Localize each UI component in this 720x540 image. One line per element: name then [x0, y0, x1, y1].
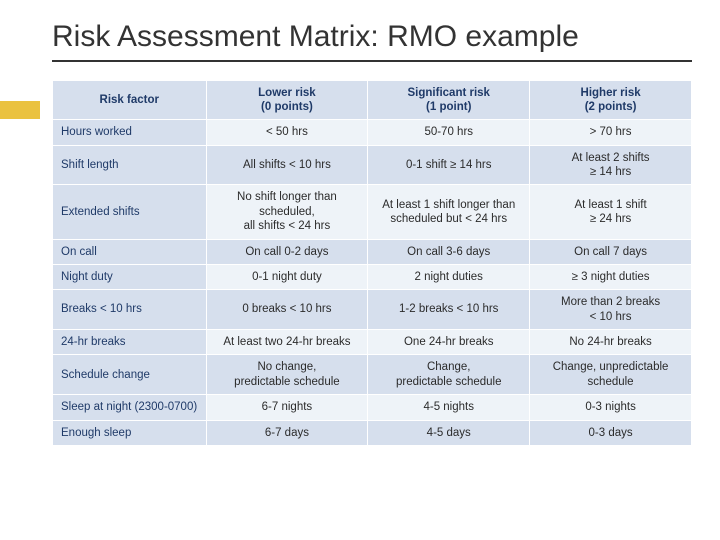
value-cell: At least 1 shift longer than scheduled b…: [368, 185, 530, 239]
value-cell: 6-7 days: [206, 420, 368, 445]
factor-cell: Sleep at night (2300-0700): [53, 395, 207, 420]
value-cell: > 70 hrs: [530, 120, 692, 145]
value-cell: 2 night duties: [368, 264, 530, 289]
value-cell: On call 3-6 days: [368, 239, 530, 264]
value-cell: At least 1 shift≥ 24 hrs: [530, 185, 692, 239]
factor-cell: Schedule change: [53, 355, 207, 395]
value-cell: 6-7 nights: [206, 395, 368, 420]
value-cell: One 24-hr breaks: [368, 330, 530, 355]
table-body: Hours worked< 50 hrs50-70 hrs> 70 hrsShi…: [53, 120, 692, 446]
value-cell: No change,predictable schedule: [206, 355, 368, 395]
value-cell: At least 2 shifts≥ 14 hrs: [530, 145, 692, 185]
factor-cell: Breaks < 10 hrs: [53, 290, 207, 330]
title-underline: [52, 60, 692, 62]
accent-bar: [0, 101, 40, 119]
value-cell: 0-3 nights: [530, 395, 692, 420]
value-cell: 1-2 breaks < 10 hrs: [368, 290, 530, 330]
table-header-row: Risk factor Lower risk(0 points) Signifi…: [53, 80, 692, 120]
table-row: Extended shiftsNo shift longer than sche…: [53, 185, 692, 239]
col-lower-risk: Lower risk(0 points): [206, 80, 368, 120]
value-cell: 4-5 days: [368, 420, 530, 445]
value-cell: On call 7 days: [530, 239, 692, 264]
value-cell: ≥ 3 night duties: [530, 264, 692, 289]
value-cell: 0 breaks < 10 hrs: [206, 290, 368, 330]
value-cell: No shift longer than scheduled,all shift…: [206, 185, 368, 239]
table-row: Enough sleep6-7 days4-5 days0-3 days: [53, 420, 692, 445]
factor-cell: 24-hr breaks: [53, 330, 207, 355]
slide-title: Risk Assessment Matrix: RMO example: [52, 18, 692, 56]
table-row: Sleep at night (2300-0700)6-7 nights4-5 …: [53, 395, 692, 420]
value-cell: 0-3 days: [530, 420, 692, 445]
table-row: Night duty0-1 night duty2 night duties≥ …: [53, 264, 692, 289]
risk-matrix-table: Risk factor Lower risk(0 points) Signifi…: [52, 80, 692, 446]
value-cell: At least two 24-hr breaks: [206, 330, 368, 355]
col-risk-factor: Risk factor: [53, 80, 207, 120]
value-cell: 0-1 night duty: [206, 264, 368, 289]
value-cell: 0-1 shift ≥ 14 hrs: [368, 145, 530, 185]
table-row: Schedule changeNo change,predictable sch…: [53, 355, 692, 395]
col-significant-risk: Significant risk(1 point): [368, 80, 530, 120]
value-cell: All shifts < 10 hrs: [206, 145, 368, 185]
value-cell: Change,predictable schedule: [368, 355, 530, 395]
factor-cell: Extended shifts: [53, 185, 207, 239]
value-cell: No 24-hr breaks: [530, 330, 692, 355]
value-cell: Change, unpredictable schedule: [530, 355, 692, 395]
table-row: Breaks < 10 hrs0 breaks < 10 hrs1-2 brea…: [53, 290, 692, 330]
table-row: On callOn call 0-2 daysOn call 3-6 daysO…: [53, 239, 692, 264]
col-higher-risk: Higher risk(2 points): [530, 80, 692, 120]
value-cell: More than 2 breaks< 10 hrs: [530, 290, 692, 330]
factor-cell: Enough sleep: [53, 420, 207, 445]
slide-container: Risk Assessment Matrix: RMO example Risk…: [0, 0, 720, 540]
table-row: Hours worked< 50 hrs50-70 hrs> 70 hrs: [53, 120, 692, 145]
factor-cell: Hours worked: [53, 120, 207, 145]
value-cell: < 50 hrs: [206, 120, 368, 145]
value-cell: 4-5 nights: [368, 395, 530, 420]
table-row: Shift lengthAll shifts < 10 hrs0-1 shift…: [53, 145, 692, 185]
table-row: 24-hr breaksAt least two 24-hr breaksOne…: [53, 330, 692, 355]
factor-cell: On call: [53, 239, 207, 264]
factor-cell: Shift length: [53, 145, 207, 185]
factor-cell: Night duty: [53, 264, 207, 289]
value-cell: On call 0-2 days: [206, 239, 368, 264]
value-cell: 50-70 hrs: [368, 120, 530, 145]
